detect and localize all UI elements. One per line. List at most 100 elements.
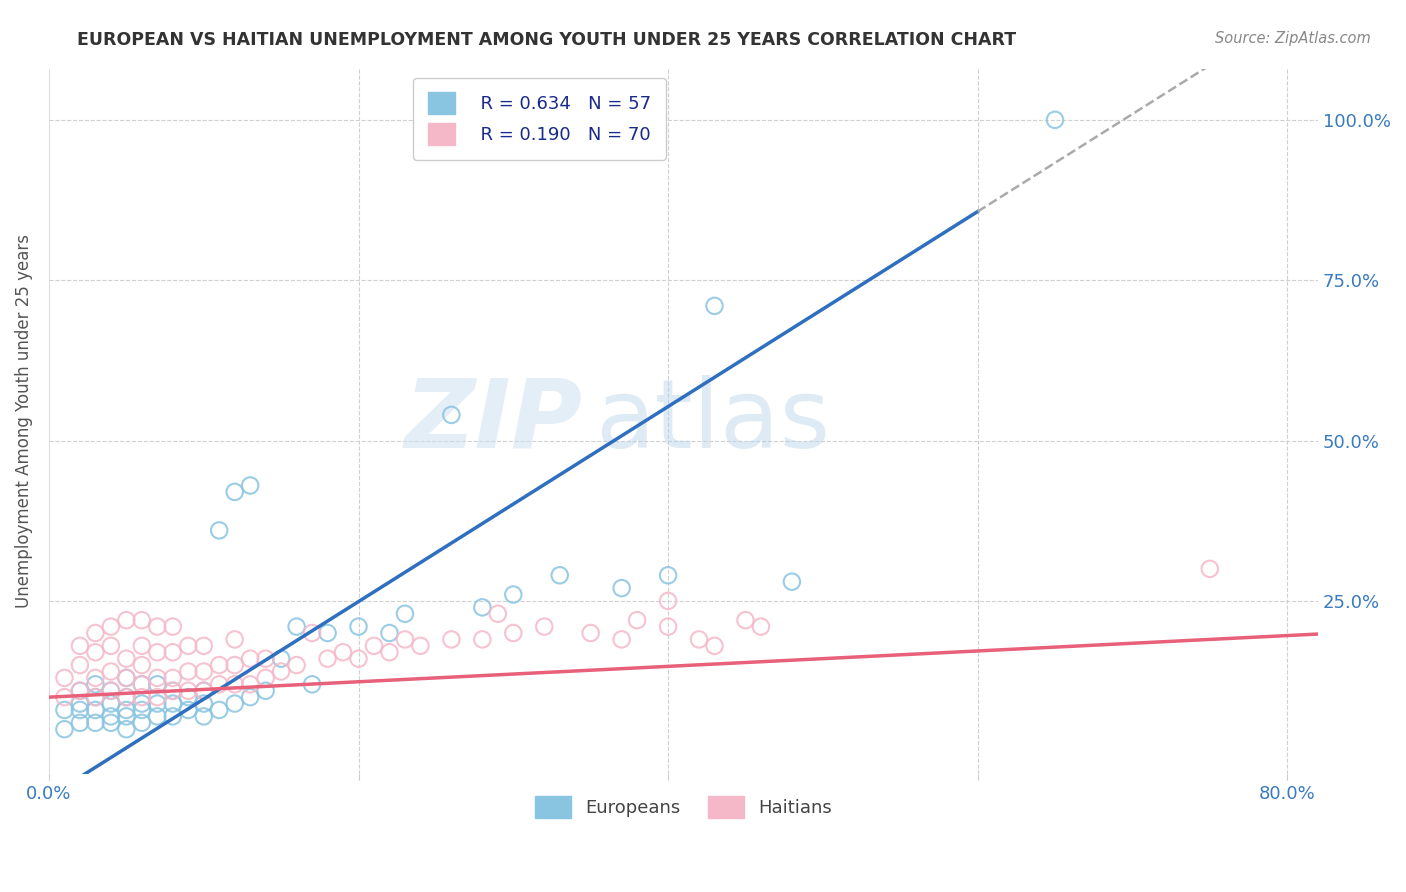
Point [347,619,370,633]
Point [146,709,169,723]
Point [610,581,633,595]
Point [409,639,432,653]
Point [316,626,339,640]
Point [208,677,231,691]
Point [162,671,184,685]
Point [100,683,122,698]
Point [162,683,184,698]
Point [378,626,401,640]
Point [131,690,153,705]
Point [131,677,153,691]
Point [254,651,277,665]
Point [270,651,292,665]
Point [131,677,153,691]
Point [115,613,138,627]
Point [100,715,122,730]
Point [69,697,91,711]
Point [533,619,555,633]
Point [177,665,200,679]
Point [84,703,107,717]
Point [162,709,184,723]
Point [84,715,107,730]
Point [53,690,76,705]
Point [193,639,215,653]
Point [146,671,169,685]
Point [69,703,91,717]
Point [177,703,200,717]
Point [502,587,524,601]
Point [53,723,76,737]
Point [347,651,370,665]
Point [84,690,107,705]
Point [363,639,385,653]
Point [394,632,416,647]
Point [224,658,246,673]
Point [131,658,153,673]
Point [471,632,494,647]
Point [749,619,772,633]
Point [115,671,138,685]
Point [239,690,262,705]
Point [53,703,76,717]
Point [285,619,308,633]
Point [657,568,679,582]
Point [115,690,138,705]
Point [146,697,169,711]
Point [270,665,292,679]
Point [626,613,648,627]
Point [146,677,169,691]
Point [394,607,416,621]
Point [69,658,91,673]
Point [84,690,107,705]
Text: EUROPEAN VS HAITIAN UNEMPLOYMENT AMONG YOUTH UNDER 25 YEARS CORRELATION CHART: EUROPEAN VS HAITIAN UNEMPLOYMENT AMONG Y… [77,31,1017,49]
Point [100,665,122,679]
Point [254,671,277,685]
Point [239,651,262,665]
Point [208,524,231,538]
Point [301,626,323,640]
Point [579,626,602,640]
Point [100,683,122,698]
Point [193,697,215,711]
Point [193,665,215,679]
Point [69,683,91,698]
Point [471,600,494,615]
Point [548,568,571,582]
Point [115,703,138,717]
Point [486,607,509,621]
Point [162,645,184,659]
Point [224,484,246,499]
Point [734,613,756,627]
Legend: Europeans, Haitians: Europeans, Haitians [527,789,839,825]
Text: ZIP: ZIP [404,375,582,467]
Point [100,709,122,723]
Point [657,619,679,633]
Point [146,645,169,659]
Point [378,645,401,659]
Point [131,697,153,711]
Point [131,715,153,730]
Point [208,703,231,717]
Text: atlas: atlas [595,375,830,467]
Point [69,683,91,698]
Point [254,683,277,698]
Point [239,478,262,492]
Point [224,697,246,711]
Point [115,651,138,665]
Point [131,613,153,627]
Point [131,639,153,653]
Point [285,658,308,673]
Point [177,639,200,653]
Point [502,626,524,640]
Point [115,671,138,685]
Y-axis label: Unemployment Among Youth under 25 years: Unemployment Among Youth under 25 years [15,235,32,608]
Point [53,671,76,685]
Point [131,703,153,717]
Point [162,697,184,711]
Point [84,626,107,640]
Point [193,709,215,723]
Point [84,645,107,659]
Point [193,683,215,698]
Point [688,632,710,647]
Point [224,632,246,647]
